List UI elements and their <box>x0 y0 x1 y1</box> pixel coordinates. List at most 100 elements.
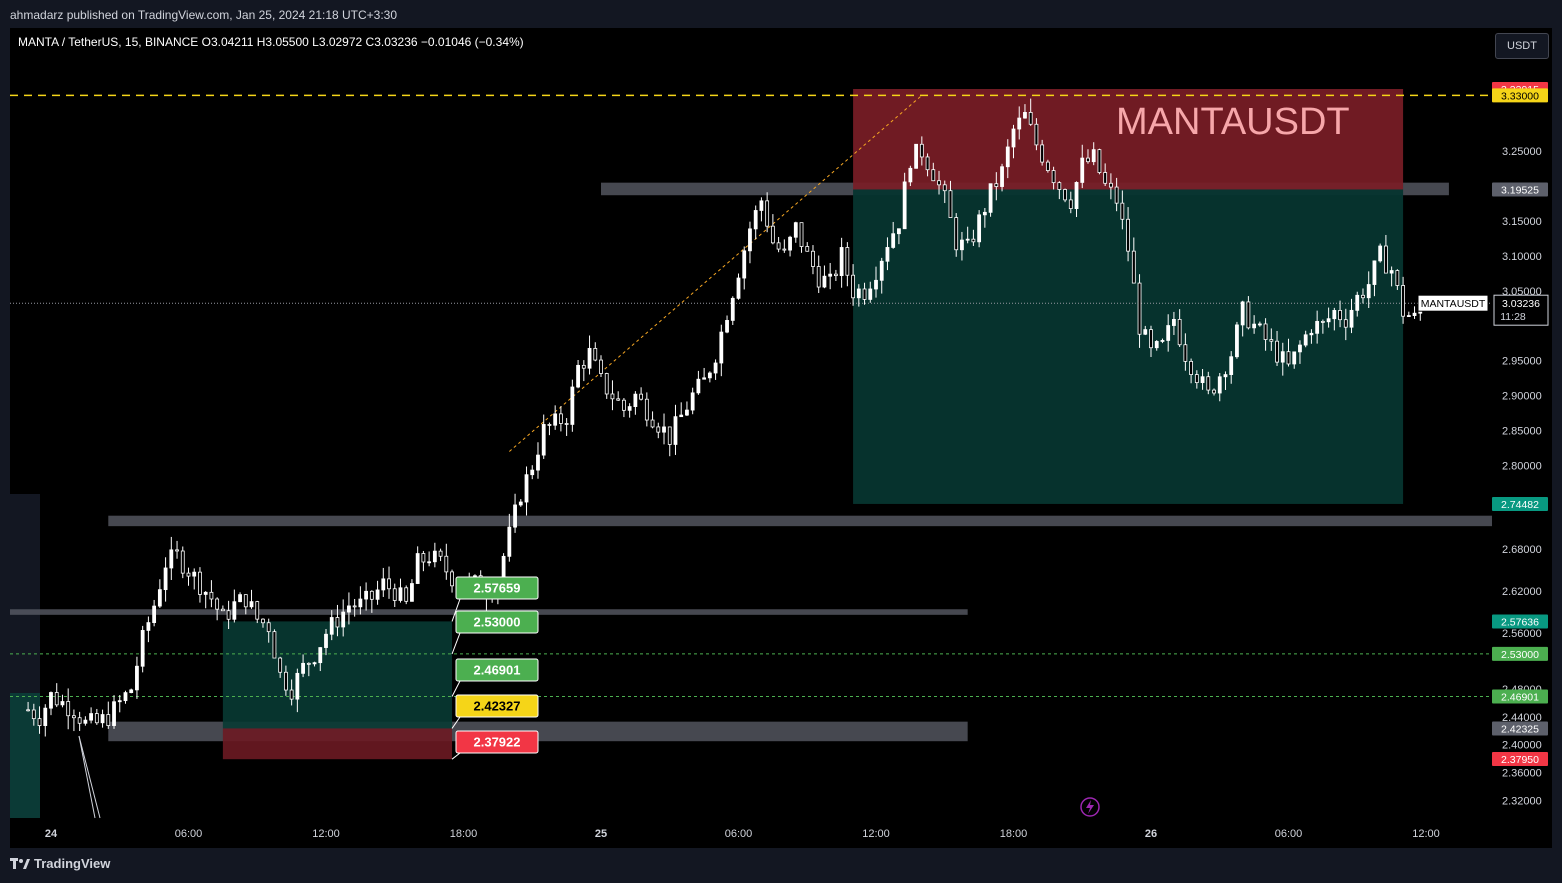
candle-body <box>1160 340 1165 342</box>
time-scale[interactable] <box>10 818 1552 848</box>
publisher-line: ahmadarz published on TradingView.com, J… <box>10 8 398 22</box>
candle-body <box>1017 117 1022 130</box>
candle <box>306 662 311 677</box>
candle-body <box>1005 146 1010 168</box>
candle-body <box>1217 376 1222 394</box>
candle <box>644 392 649 427</box>
candle-body <box>690 392 695 411</box>
candle-body <box>31 709 36 720</box>
candle-body <box>129 689 134 694</box>
candle <box>261 618 265 628</box>
callout-box[interactable] <box>455 658 539 682</box>
long-position-stop-zone[interactable] <box>222 728 453 760</box>
candle <box>243 594 248 615</box>
candle-body <box>667 426 672 445</box>
candle <box>599 355 603 377</box>
candle <box>238 592 242 603</box>
candle-body <box>564 423 569 425</box>
lightning-icon[interactable] <box>1080 797 1100 817</box>
candle-body <box>793 222 798 238</box>
price-scale[interactable] <box>1492 28 1552 818</box>
candlestick-chart[interactable]: MANTAUSDT 2.57659 2.53000 2.46901 2.42327 2.3… <box>10 28 1552 848</box>
candle <box>1212 388 1216 396</box>
candle-body <box>1406 315 1411 317</box>
candle-body <box>1326 318 1331 323</box>
candle <box>845 242 850 287</box>
candle <box>421 550 426 572</box>
candle-body <box>1172 319 1176 326</box>
candle-body <box>765 200 770 227</box>
price-tag <box>1492 614 1548 629</box>
candle <box>1303 330 1308 348</box>
callout-box[interactable] <box>455 730 539 754</box>
candle-body <box>524 474 529 503</box>
candle <box>94 708 99 725</box>
symbol-info[interactable]: MANTA / TetherUS, 15, BINANCE O3.04211 H… <box>18 35 524 49</box>
candle-body <box>43 707 48 726</box>
candle <box>341 599 346 637</box>
candle-body <box>450 571 454 587</box>
candle <box>1412 306 1417 319</box>
candle-body <box>960 239 964 251</box>
trend-line[interactable] <box>509 95 923 452</box>
candle-body <box>679 414 684 418</box>
candle <box>564 418 569 436</box>
candle <box>100 709 105 728</box>
candle-body <box>954 217 959 251</box>
candle-body <box>438 550 443 557</box>
short-position-stop-zone[interactable] <box>853 89 1404 190</box>
tradingview-logo[interactable]: TradingView <box>10 856 110 871</box>
candle-body <box>1275 340 1279 363</box>
candle <box>255 600 260 624</box>
candle-body <box>885 247 890 262</box>
candle <box>112 695 116 729</box>
candle-body <box>444 555 449 573</box>
candle <box>633 391 638 415</box>
candle <box>627 403 632 418</box>
candle <box>730 296 735 326</box>
candle <box>392 583 397 607</box>
candle <box>387 566 391 599</box>
candle-body <box>839 247 844 277</box>
candle-body <box>272 631 277 659</box>
candle-body <box>513 504 517 528</box>
chart-area[interactable]: MANTAUSDT 2.57659 2.53000 2.46901 2.42327 2.3… <box>10 28 1552 848</box>
candle-body <box>828 273 833 277</box>
candle <box>1235 321 1239 359</box>
callout-box[interactable] <box>455 610 539 634</box>
candle-body <box>971 238 976 243</box>
candle <box>140 625 145 673</box>
candle-body <box>1040 144 1045 163</box>
candle <box>31 703 36 726</box>
candle <box>1137 274 1142 348</box>
candle-body <box>352 605 357 608</box>
candle-body <box>37 718 42 726</box>
candle <box>1343 308 1348 341</box>
candle-body <box>736 277 741 299</box>
candle-body <box>232 601 237 620</box>
candle <box>742 246 747 290</box>
candle-body <box>1166 325 1171 341</box>
price-tag <box>1492 689 1548 704</box>
candle-body <box>226 610 231 620</box>
candle <box>1229 351 1234 384</box>
price-tag <box>1492 752 1548 766</box>
x-tick-label: 06:00 <box>1275 828 1303 840</box>
candle <box>507 513 512 562</box>
candle <box>324 628 328 656</box>
candle <box>358 586 363 615</box>
candle <box>432 542 437 568</box>
candle-body <box>627 406 632 411</box>
zone-rect <box>108 515 1493 527</box>
callout-box[interactable] <box>455 694 539 718</box>
candle <box>765 192 770 233</box>
price-tag-label: 3.33000 <box>1501 90 1539 102</box>
candle-body <box>1303 334 1308 346</box>
candle-body <box>112 701 116 726</box>
callout-box[interactable] <box>455 576 539 600</box>
candle-body <box>1315 321 1320 334</box>
candle-body <box>140 630 145 667</box>
currency-button[interactable]: USDT <box>1495 33 1549 59</box>
candle <box>1034 118 1039 151</box>
long-position-target-zone[interactable] <box>222 621 453 729</box>
